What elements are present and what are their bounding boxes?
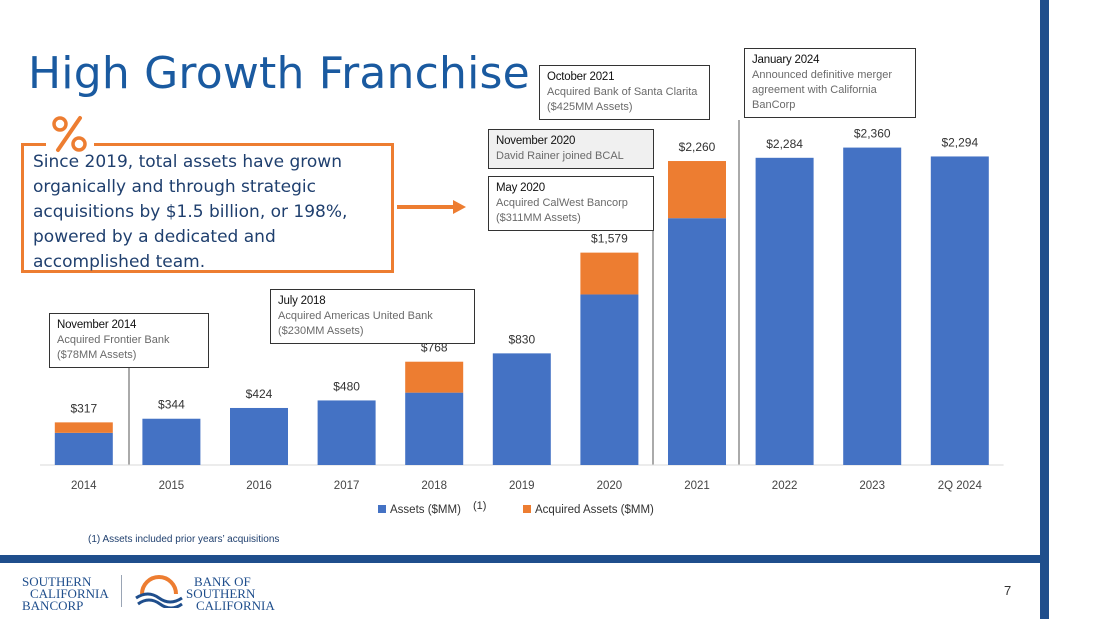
page-title: High Growth Franchise — [28, 48, 530, 99]
bar-assets-2q-2024 — [930, 156, 989, 465]
x-tick-label: 2018 — [421, 480, 447, 492]
x-tick-label: 2015 — [159, 480, 185, 492]
callout-text: Since 2019, total assets have grown orga… — [33, 152, 348, 272]
annotation-line: ($78MM Assets) — [57, 349, 137, 361]
bar-assets-2023 — [843, 147, 902, 465]
annotation-nov-2020: November 2020 David Rainer joined BCAL — [488, 129, 654, 169]
callout-arrow-head-icon — [453, 200, 466, 214]
annotation-title: November 2014 — [57, 319, 137, 331]
data-label: $480 — [333, 379, 360, 393]
logo-line: CALIFORNIA — [30, 586, 109, 601]
annotation-title: May 2020 — [496, 182, 545, 194]
annotation-oct-2021: October 2021 Acquired Bank of Santa Clar… — [539, 65, 710, 120]
x-tick-label: 2017 — [334, 480, 360, 492]
annotation-title: January 2024 — [752, 54, 820, 66]
data-label: $424 — [246, 387, 273, 401]
bar-acquired-2020 — [580, 252, 639, 295]
data-label: $2,360 — [854, 127, 891, 141]
annotation-line: David Rainer joined BCAL — [496, 150, 624, 162]
x-tick-label: 2021 — [684, 480, 710, 492]
bar-assets-2016 — [230, 407, 288, 465]
annotation-title: November 2020 — [496, 135, 576, 147]
data-label: $830 — [508, 332, 535, 346]
bar-assets-2020 — [580, 294, 639, 465]
annotation-line: Acquired Frontier Bank — [57, 334, 170, 346]
bottom-divider-band — [0, 555, 1049, 563]
legend-swatch-acquired — [523, 505, 531, 513]
x-tick-label: 2022 — [772, 480, 798, 492]
x-tick-label: 2023 — [859, 480, 885, 492]
annotation-title: October 2021 — [547, 71, 615, 83]
annotation-line: ($311MM Assets) — [496, 212, 581, 224]
annotation-line: ($230MM Assets) — [278, 325, 364, 337]
footnote: (1) Assets included prior years’ acquisi… — [88, 534, 280, 545]
x-tick-label: 2014 — [71, 480, 97, 492]
annotation-may-2020: May 2020 Acquired CalWest Bancorp ($311M… — [488, 176, 654, 231]
bar-acquired-2018 — [405, 361, 464, 393]
logo-line: CALIFORNIA — [196, 598, 275, 613]
annotation-jan-2024: January 2024 Announced definitive merger… — [744, 48, 916, 118]
x-tick-label: 2019 — [509, 480, 535, 492]
bar-acquired-2014 — [54, 422, 113, 433]
bar-assets-2022 — [755, 157, 814, 465]
bar-assets-2017 — [317, 400, 376, 465]
right-accent-bar — [1040, 0, 1049, 619]
annotation-line: BanCorp — [752, 99, 796, 111]
logo-line: BANCORP — [22, 598, 84, 613]
legend-label-assets: Assets ($MM) — [390, 504, 461, 516]
data-label: $1,579 — [591, 232, 628, 246]
bar-assets-2015 — [142, 418, 201, 465]
logo-line: BANK OF — [194, 574, 251, 589]
annotation-line: ($425MM Assets) — [547, 101, 633, 113]
data-label: $768 — [421, 341, 448, 355]
annotation-jul-2018: July 2018 Acquired Americas United Bank … — [270, 289, 475, 344]
data-label: $2,284 — [766, 137, 803, 151]
annotation-line: Announced definitive merger — [752, 69, 893, 81]
data-label: $2,260 — [679, 140, 716, 154]
data-label: $317 — [70, 401, 97, 415]
percent-icon — [46, 112, 94, 156]
legend-swatch-assets — [378, 505, 386, 513]
annotation-nov-2014: November 2014 Acquired Frontier Bank ($7… — [49, 313, 209, 368]
annotation-line: agreement with California — [752, 84, 877, 96]
bank-of-southern-california-logo: BANK OF SOUTHERN CALIFORNIA — [186, 574, 275, 613]
annotation-line: Acquired CalWest Bancorp — [496, 197, 628, 209]
annotation-line: Acquired Bank of Santa Clarita — [547, 86, 698, 98]
data-label: $344 — [158, 398, 185, 412]
legend-footnote-marker: (1) — [473, 500, 487, 512]
southern-california-bancorp-logo: SOUTHERN CALIFORNIA BANCORP — [22, 574, 109, 613]
bar-assets-2019 — [492, 353, 551, 465]
bar-assets-2014 — [54, 432, 113, 465]
data-label: $2,294 — [941, 135, 978, 149]
callout-box — [21, 143, 394, 273]
page-number: 7 — [1004, 583, 1012, 598]
legend-label-acquired: Acquired Assets ($MM) — [535, 504, 654, 516]
x-tick-label: 2016 — [246, 480, 272, 492]
x-tick-label: 2020 — [597, 480, 623, 492]
bank-wave-logo-icon — [135, 575, 183, 608]
annotation-title: July 2018 — [278, 295, 326, 307]
logo-divider — [121, 575, 122, 607]
bar-assets-2018 — [405, 392, 464, 465]
bar-assets-2021 — [668, 218, 726, 465]
logo-line: SOUTHERN — [186, 586, 256, 601]
annotation-line: Acquired Americas United Bank — [278, 310, 433, 322]
logo-line: SOUTHERN — [22, 574, 92, 589]
x-tick-label: 2Q 2024 — [938, 480, 983, 492]
bar-acquired-2021 — [668, 161, 726, 219]
